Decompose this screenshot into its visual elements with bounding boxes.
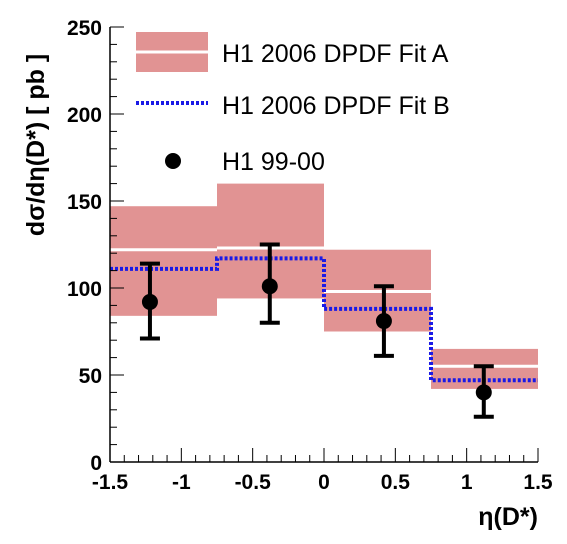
y-tick-label: 200: [67, 104, 102, 127]
x-tick-label: -1: [172, 471, 191, 494]
x-tick-label: 0: [318, 471, 330, 494]
data-point: [261, 278, 278, 295]
fit-b-step-line: [110, 256, 538, 383]
legend-fit-a-label: H1 2006 DPDF Fit A: [222, 40, 449, 68]
legend: H1 2006 DPDF Fit A H1 2006 DPDF Fit B H1…: [136, 32, 450, 176]
legend-fit-b-label: H1 2006 DPDF Fit B: [222, 92, 450, 120]
axes-layer: [109, 26, 539, 463]
y-tick-label: 150: [67, 191, 102, 214]
y-tick-label: 100: [67, 278, 102, 301]
tick-labels-layer: -1.5 -1 -0.5 0 0.5 1 1.5 0 50 100 150 200 250: [67, 17, 553, 494]
y-tick-label: 50: [79, 365, 102, 388]
y-tick-label: 0: [90, 452, 102, 475]
y-axis-title: dσ/dη(D*) [ pb ]: [22, 54, 50, 236]
x-tick-label: -1.5: [92, 471, 129, 494]
data-points-layer: [139, 242, 494, 419]
data-point: [375, 313, 392, 330]
data-point: [475, 384, 492, 401]
x-tick-label: 1.5: [523, 471, 553, 494]
legend-data-label: H1 99-00: [222, 148, 325, 176]
x-tick-label: 0.5: [381, 471, 411, 494]
y-tick-label: 250: [67, 17, 102, 40]
fit-b-step-layer: [110, 256, 538, 383]
legend-data-marker: [165, 153, 181, 169]
data-point: [141, 293, 158, 310]
x-tick-label: 1: [461, 471, 473, 494]
x-tick-label: -0.5: [235, 471, 272, 494]
fit-a-band-bin: [110, 206, 217, 316]
x-axis-title: η(D*): [478, 503, 538, 531]
